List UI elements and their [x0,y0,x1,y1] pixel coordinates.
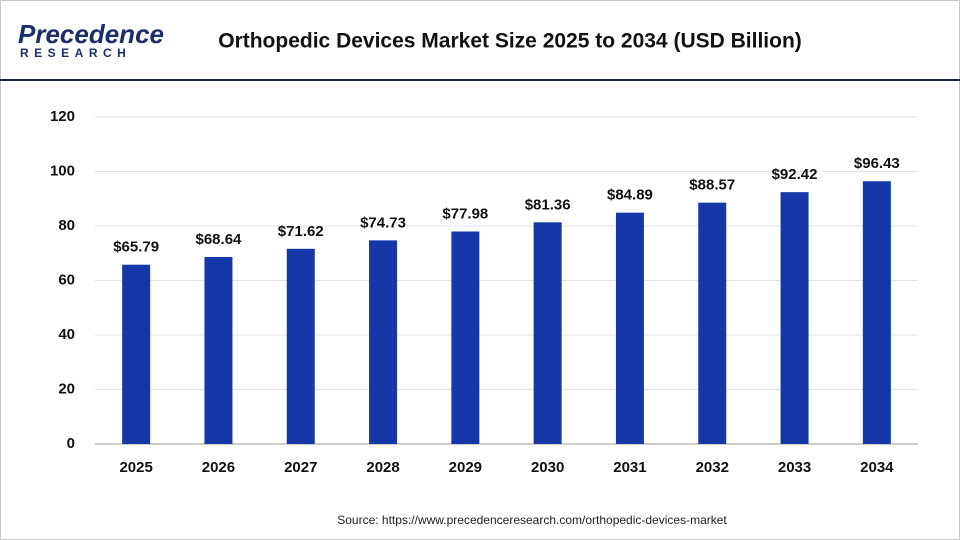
bar [862,181,891,444]
bar [698,202,727,444]
x-tick-label: 2031 [613,459,646,476]
logo-tagline: RESEARCH [20,46,131,60]
bar [204,256,233,444]
bar [615,212,644,444]
value-label: $74.73 [360,214,406,231]
value-label: $81.36 [525,196,571,213]
x-tick-label: 2034 [860,459,894,476]
bar [780,192,809,444]
source: Source: https://www.precedenceresearch.c… [337,513,727,527]
y-tick-label: 0 [67,435,75,452]
y-tick-label: 100 [50,162,75,179]
y-tick-label: 60 [58,271,75,288]
value-label: $84.89 [607,187,653,204]
y-tick-label: 20 [58,380,75,397]
value-label: $88.57 [689,177,735,194]
value-label: $71.62 [278,223,324,240]
value-label: $65.79 [113,239,159,256]
bar [122,264,151,444]
x-tick-label: 2029 [449,459,482,476]
x-tick-label: 2025 [119,459,152,476]
x-tick-label: 2026 [202,459,235,476]
y-tick-label: 40 [58,326,75,343]
bar [369,240,398,444]
bar [533,222,562,444]
value-label: $77.98 [442,205,488,222]
chart-title: Orthopedic Devices Market Size 2025 to 2… [218,30,802,53]
bar [286,248,315,444]
x-tick-label: 2033 [778,459,811,476]
logo: Precedence RESEARCH [18,19,164,60]
x-tick-label: 2030 [531,459,564,476]
y-tick-label: 120 [50,108,75,125]
x-tick-label: 2032 [696,459,729,476]
bar [451,231,480,444]
x-tick-label: 2028 [366,459,399,476]
logo-name: Precedence [18,19,164,49]
value-label: $96.43 [854,155,900,172]
y-tick-label: 80 [58,217,75,234]
x-tick-label: 2027 [284,459,317,476]
value-label: $68.64 [196,231,243,248]
value-label: $92.42 [772,166,818,183]
